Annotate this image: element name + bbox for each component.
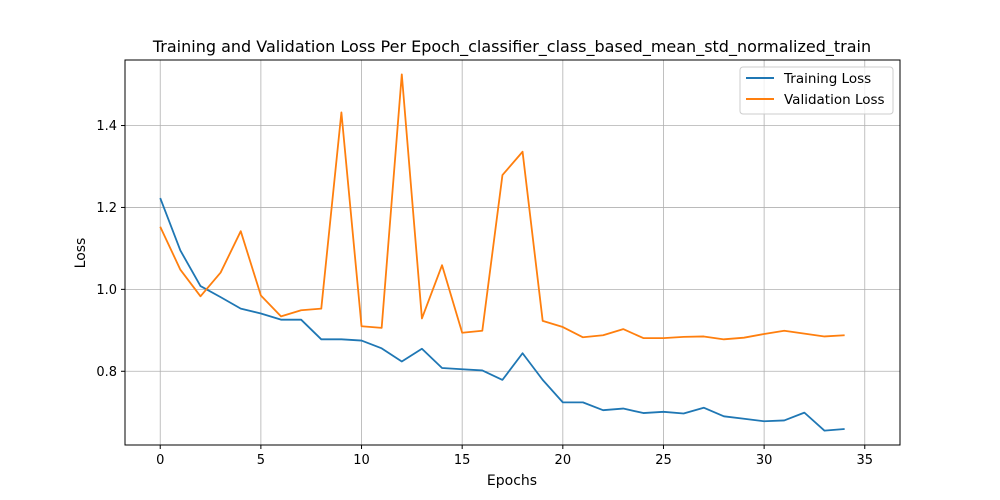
y-axis-label: Loss xyxy=(73,238,89,269)
x-tick-label: 20 xyxy=(555,453,572,468)
legend-label-training-loss: Training Loss xyxy=(783,71,871,87)
grid xyxy=(125,60,900,445)
series-lines xyxy=(159,73,845,432)
y-axis: 0.8 1.0 1.2 1.4 xyxy=(96,119,125,380)
y-tick-label: 0.8 xyxy=(96,365,117,380)
legend-label-validation-loss: Validation Loss xyxy=(784,92,885,108)
x-tick-label: 0 xyxy=(156,453,164,468)
legend: Training Loss Validation Loss xyxy=(739,66,894,115)
series-line-training-loss xyxy=(159,197,845,432)
x-tick-label: 25 xyxy=(655,453,672,468)
x-tick-label: 15 xyxy=(454,453,471,468)
x-tick-label: 10 xyxy=(353,453,370,468)
x-axis: 0 5 10 15 20 25 30 35 xyxy=(156,445,873,468)
chart-title: Training and Validation Loss Per Epoch_c… xyxy=(152,37,871,57)
x-axis-label: Epochs xyxy=(487,473,537,489)
x-tick-label: 35 xyxy=(856,453,873,468)
plot-frame xyxy=(124,59,901,446)
series-line-validation-loss xyxy=(159,73,845,341)
y-tick-label: 1.4 xyxy=(96,119,117,134)
x-tick-label: 5 xyxy=(257,453,265,468)
y-tick-label: 1.2 xyxy=(96,201,117,216)
legend-box xyxy=(739,66,894,115)
x-tick-label: 30 xyxy=(756,453,773,468)
y-tick-label: 1.0 xyxy=(96,283,117,298)
